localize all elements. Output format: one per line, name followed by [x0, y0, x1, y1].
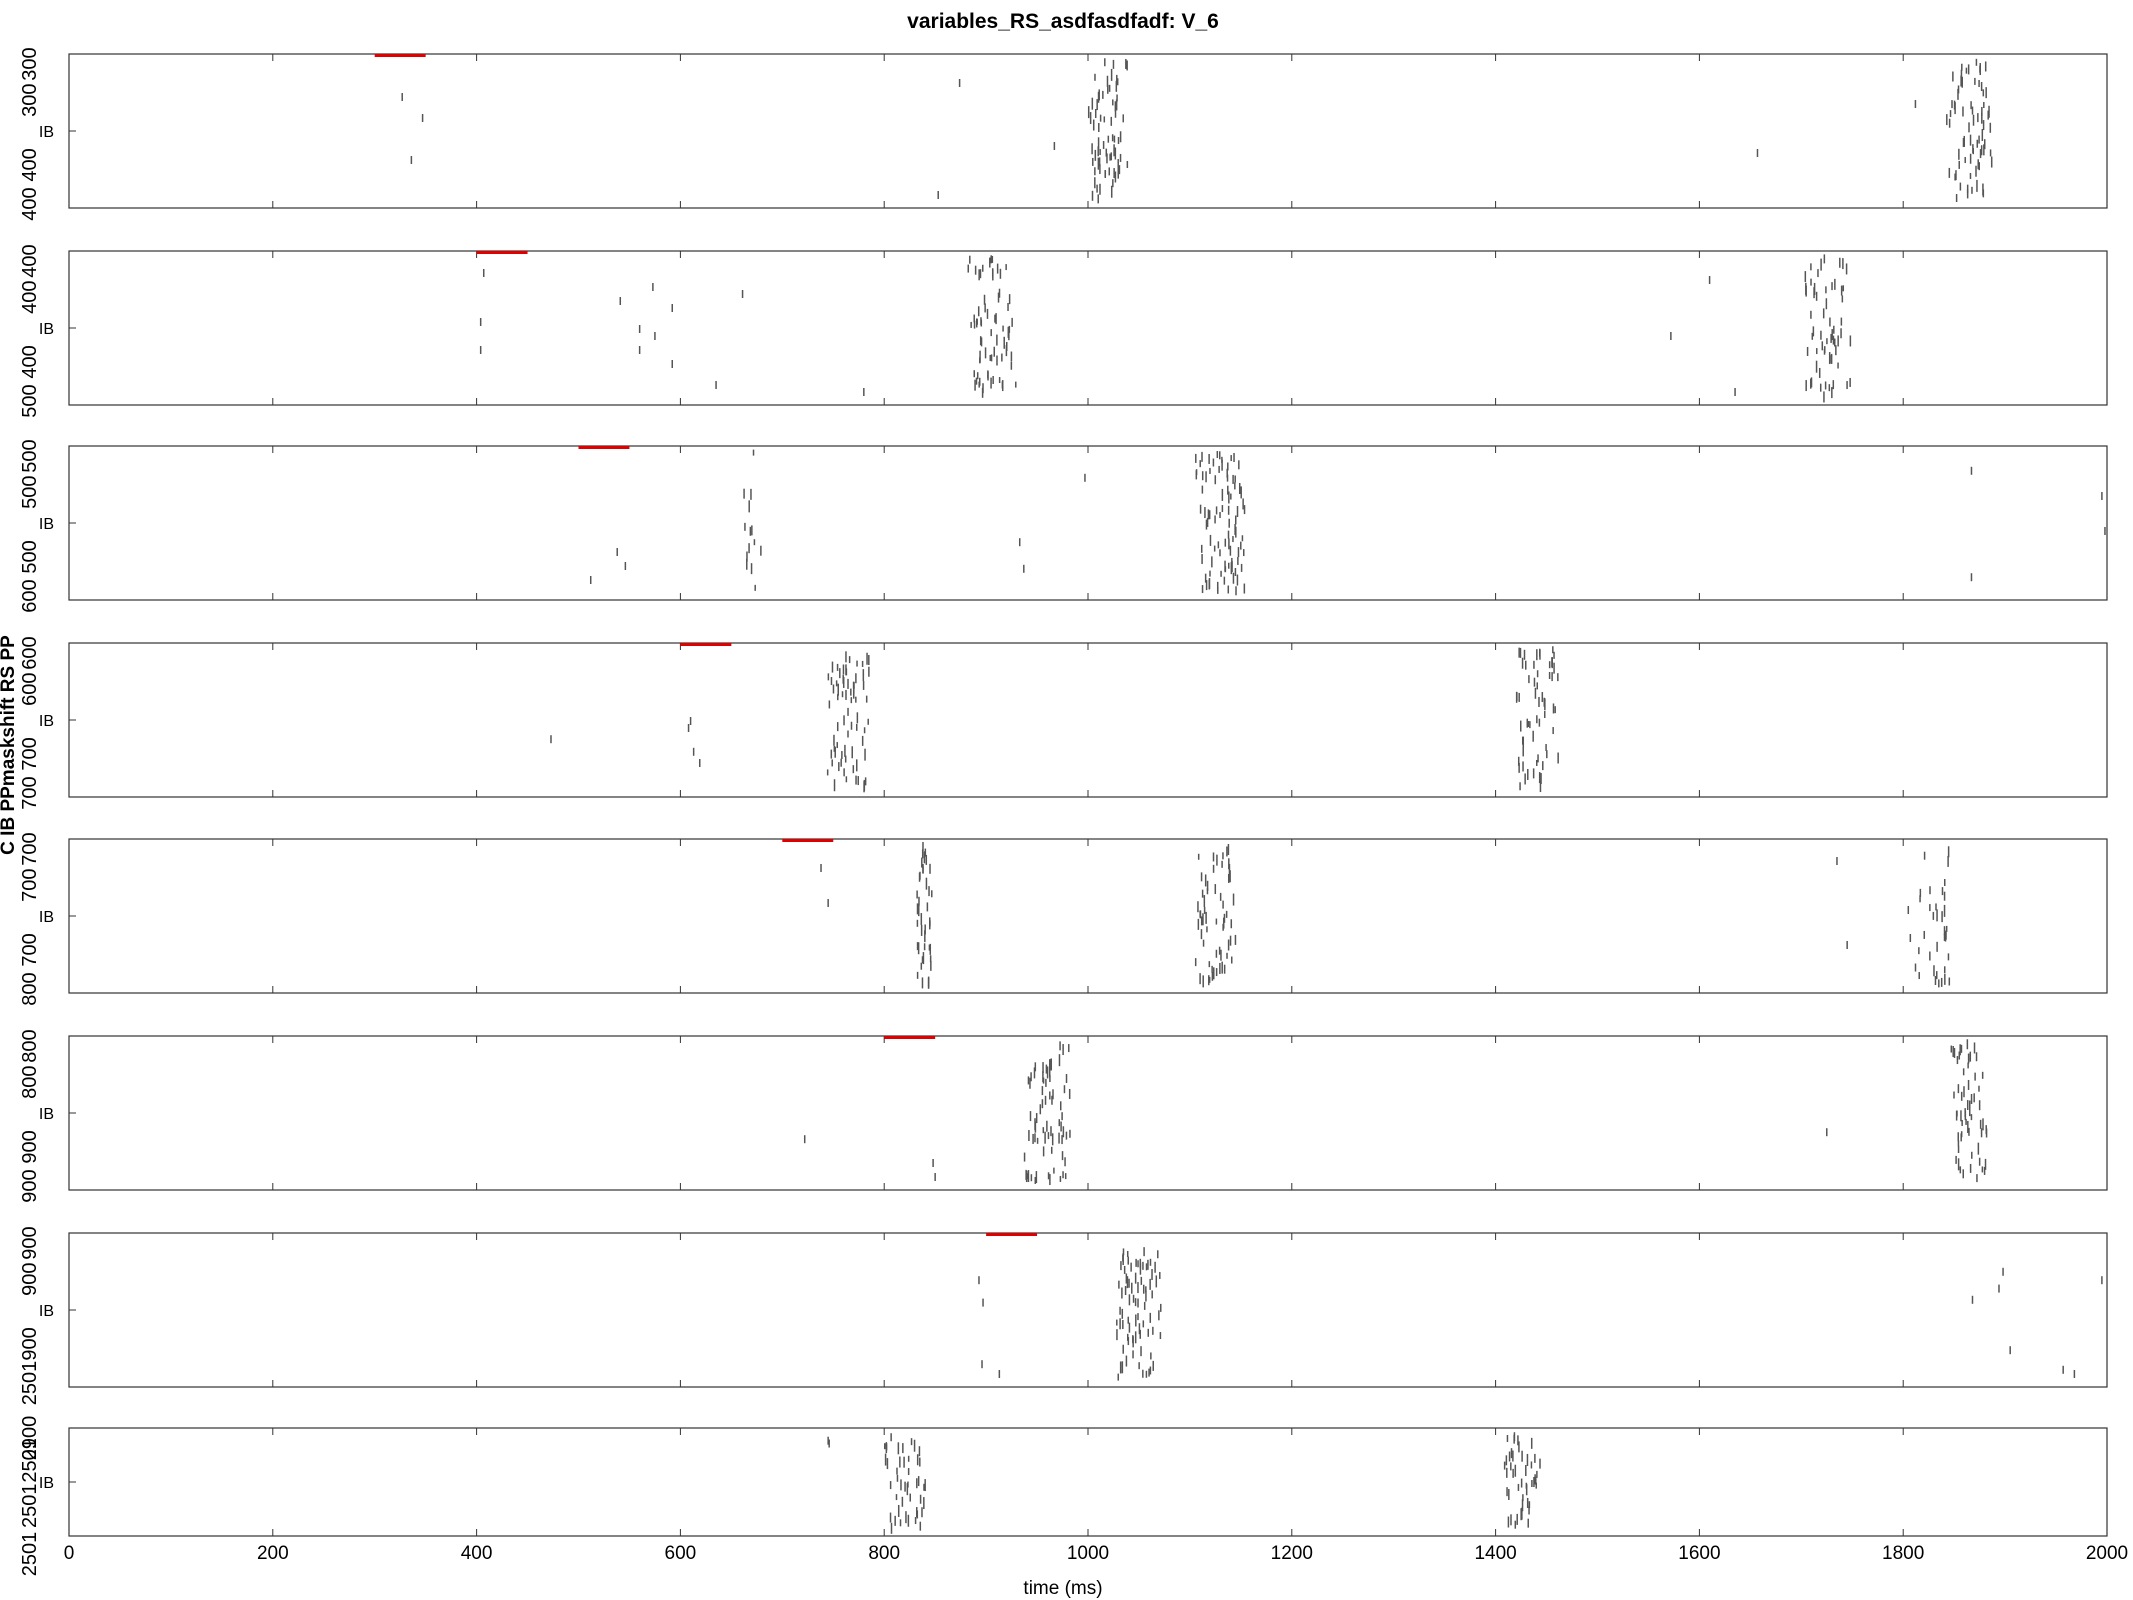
panel-ytick-label: 700	[19, 832, 41, 865]
panel-ytick-label: 400	[19, 187, 41, 220]
panel-ytick-label: 800	[19, 1066, 41, 1099]
x-tick-label: 1600	[1678, 1543, 1720, 1564]
panel-ytick-label: 700	[19, 776, 41, 809]
panel-ytick-label: 300	[19, 47, 41, 80]
panel-ytick-label: 900	[19, 1169, 41, 1202]
panel-ib-label: IB	[39, 713, 54, 730]
panel-ytick-label: 900	[19, 1226, 41, 1259]
x-tick-label: 1200	[1271, 1543, 1313, 1564]
panel-ib-label: IB	[39, 909, 54, 926]
figure-title: variables_RS_asdfasdfadf: V_6	[907, 10, 1219, 33]
panel-axes	[68, 1427, 2108, 1537]
x-tick-label: 0	[64, 1543, 75, 1564]
panel-axes	[68, 1035, 2108, 1191]
panel-ytick-label: 900	[19, 1130, 41, 1163]
panel-ytick-label: 2501	[19, 1438, 41, 1483]
panel-ytick-label: 800	[19, 972, 41, 1005]
panel-ytick-label: 2501	[19, 1484, 41, 1529]
panel-ib-label: IB	[39, 516, 54, 533]
x-tick-label: 1800	[1882, 1543, 1924, 1564]
panel-ytick-label: 700	[19, 737, 41, 770]
panel-ytick-label: 700	[19, 869, 41, 902]
panel-ytick-label: 600	[19, 579, 41, 612]
panel-ytick-label: 2900	[19, 1416, 41, 1461]
x-tick-label: 200	[257, 1543, 289, 1564]
x-tick-label: 1400	[1474, 1543, 1516, 1564]
panel-ytick-label: 500	[19, 384, 41, 417]
panel-axes	[68, 642, 2108, 798]
panel-ytick-label: 600	[19, 636, 41, 669]
panel-ytick-label: 500	[19, 439, 41, 472]
panel-axes	[68, 250, 2108, 406]
panel-ytick-label: 500	[19, 476, 41, 509]
raster-panel: IB 700 700 700 800	[19, 832, 2108, 1006]
x-tick-label: 2000	[2086, 1543, 2128, 1564]
raster-panel: IB 600 600 700 700	[19, 636, 2108, 810]
raster-panel: IB 500 500 500 600	[19, 439, 2108, 613]
panel-ytick-label: 700	[19, 933, 41, 966]
panel-axes	[68, 53, 2108, 209]
panel-ib-label: IB	[39, 321, 54, 338]
panel-ytick-label: 2501	[19, 1532, 41, 1577]
panel-ytick-label: 300	[19, 84, 41, 117]
panel-ytick-label: 600	[19, 673, 41, 706]
x-tick-label: 800	[868, 1543, 900, 1564]
raster-panel: IB 400 400 400 500	[19, 244, 2108, 418]
raster-panel: IB 800 800 900 900	[19, 1029, 2108, 1203]
panel-ytick-label: 900	[19, 1327, 41, 1360]
raster-panels: IB 300 300 400 400 IB 400 400 400 500 IB 500 500 500 6…	[19, 47, 2128, 1576]
panel-ytick-label: 2501	[19, 1361, 41, 1406]
panel-ytick-label: 500	[19, 540, 41, 573]
panel-ib-label: IB	[39, 1475, 54, 1492]
x-axis-label: time (ms)	[1023, 1578, 1102, 1599]
x-tick-label: 600	[665, 1543, 697, 1564]
panel-ib-label: IB	[39, 124, 54, 141]
panel-axes	[68, 445, 2108, 601]
panel-ytick-label: 800	[19, 1029, 41, 1062]
panel-axes	[68, 1232, 2108, 1388]
panel-ytick-label: 400	[19, 148, 41, 181]
panel-ib-label: IB	[39, 1106, 54, 1123]
panel-ytick-label: 400	[19, 345, 41, 378]
panel-ytick-label: 900	[19, 1263, 41, 1296]
panel-ib-label: IB	[39, 1303, 54, 1320]
panel-ytick-label: 400	[19, 244, 41, 277]
raster-panel: IB 300 300 400 400	[19, 47, 2108, 221]
panel-axes	[68, 838, 2108, 994]
panel-ytick-label: 400	[19, 281, 41, 314]
figure-ylabel: C IB PPmaskshift RS PP	[0, 635, 19, 855]
x-tick-label: 1000	[1067, 1543, 1109, 1564]
x-tick-label: 400	[461, 1543, 493, 1564]
